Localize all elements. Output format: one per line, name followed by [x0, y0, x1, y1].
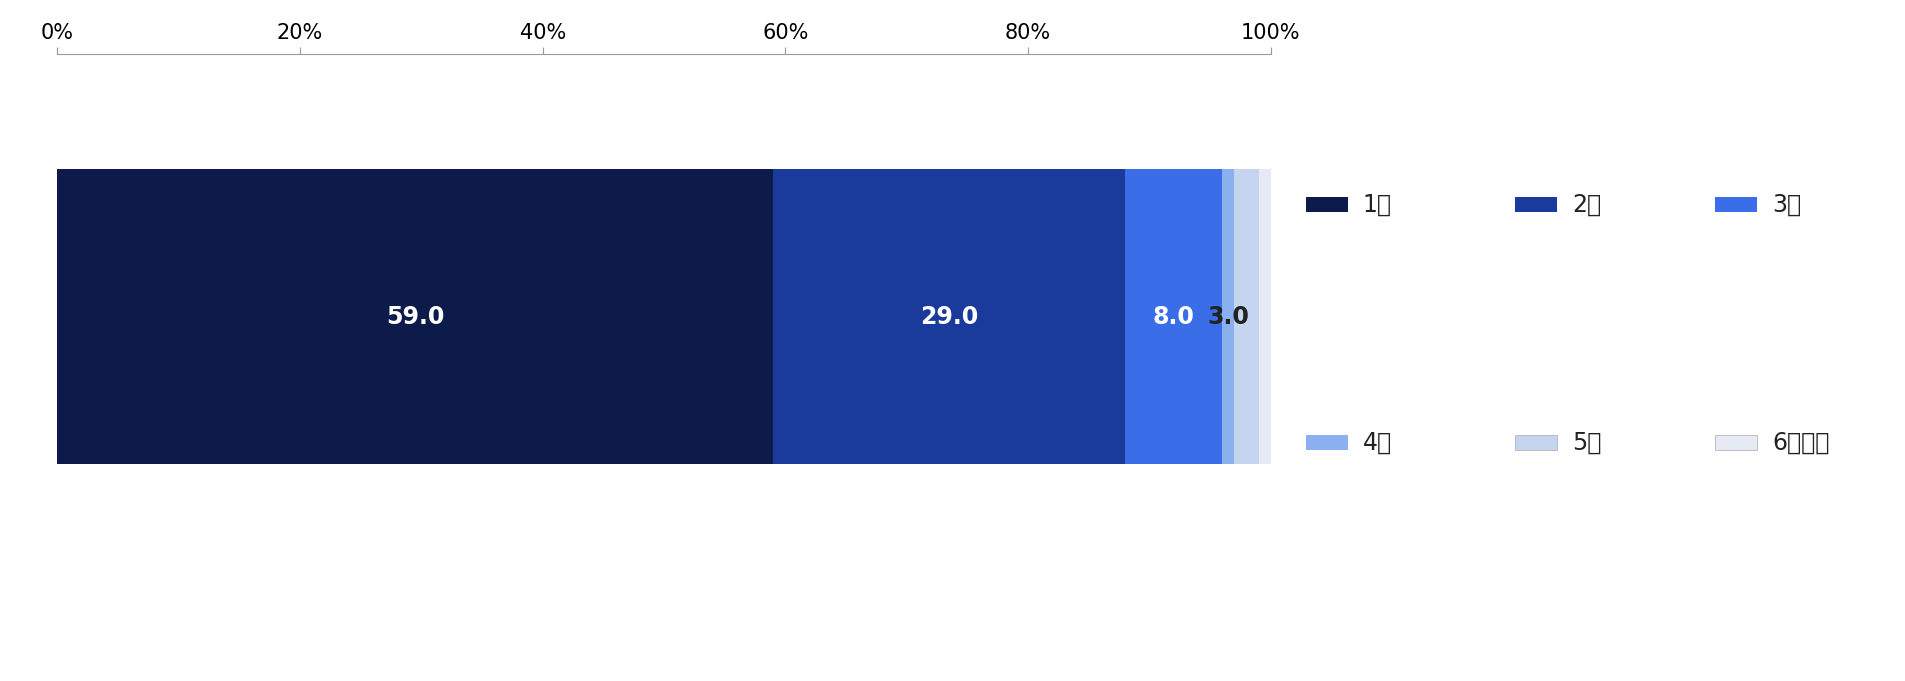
Bar	[1124, 169, 1221, 464]
Text: 6つ以上: 6つ以上	[1772, 430, 1829, 455]
Text: 59.0: 59.0	[387, 304, 444, 329]
Text: 3.0: 3.0	[1208, 304, 1248, 329]
Text: 8.0: 8.0	[1153, 304, 1194, 329]
Bar	[57, 169, 773, 464]
Text: 4つ: 4つ	[1362, 430, 1391, 455]
Bar	[1221, 169, 1234, 464]
Bar	[773, 169, 1124, 464]
Text: 3つ: 3つ	[1772, 192, 1800, 217]
Bar	[1234, 169, 1257, 464]
Bar	[1257, 169, 1271, 464]
Text: 5つ: 5つ	[1572, 430, 1600, 455]
Text: 2つ: 2つ	[1572, 192, 1600, 217]
Text: 1つ: 1つ	[1362, 192, 1391, 217]
Text: 29.0: 29.0	[920, 304, 977, 329]
